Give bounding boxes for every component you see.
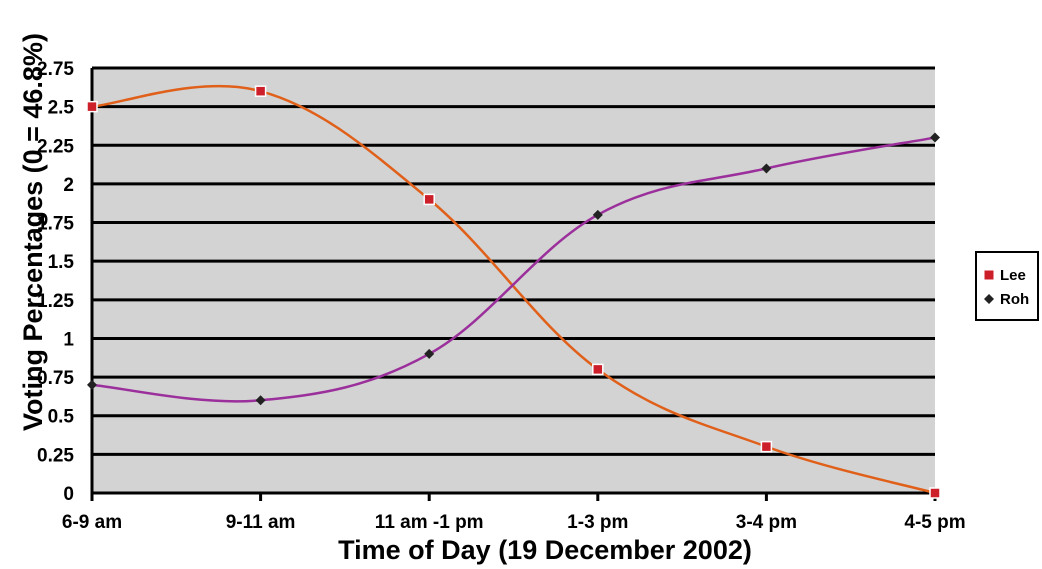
data-point-lee	[592, 363, 604, 376]
legend-marker-lee	[983, 269, 995, 281]
x-axis-title: Time of Day (19 December 2002)	[338, 535, 752, 565]
data-point-lee	[86, 100, 98, 113]
x-tick-label: 11 am -1 pm	[375, 512, 484, 533]
series-line-roh	[91, 136, 936, 403]
data-point-roh	[255, 395, 266, 406]
data-point-lee	[254, 85, 267, 97]
data-point-roh	[592, 209, 603, 220]
y-tick-label: 2	[63, 175, 74, 196]
y-axis-title: Voting Percentages (0 = 46.8%)	[18, 33, 48, 431]
y-tick-label: 2.5	[48, 98, 75, 119]
gridlines	[90, 66, 935, 495]
y-tick-label: 1.5	[48, 252, 75, 273]
series-line-lee	[91, 84, 936, 495]
data-point-roh	[424, 348, 435, 359]
y-tick-label: 1	[63, 329, 74, 350]
data-point-lee	[423, 193, 435, 206]
legend-box	[975, 251, 1039, 321]
series-layer	[86, 84, 941, 499]
data-point-roh	[761, 163, 772, 174]
data-point-lee	[760, 440, 773, 453]
data-point-roh	[930, 132, 940, 143]
data-point-lee	[929, 487, 941, 499]
x-tick-label: 3-4 pm	[736, 512, 797, 533]
y-tick-label: 0.5	[48, 407, 75, 428]
y-tick-label: 0.75	[37, 368, 74, 389]
plot-area	[92, 68, 935, 493]
x-tick-label: 4-5 pm	[904, 512, 965, 533]
y-tick-label: 2.25	[37, 136, 74, 157]
y-tick-label: 1.75	[37, 214, 74, 235]
x-tick-label: 9-11 am	[226, 512, 296, 533]
x-axis-ticks: 6-9 am 9-11 am 11 am -1 pm 1-3 pm 3-4 pm 4-5 …	[62, 493, 966, 533]
x-tick-label: 6-9 am	[62, 512, 122, 533]
y-axis-ticks: 0 0.25 0.5 0.75 1 1.25 1.5 1.75 2 2.25 2.5 2.75	[37, 59, 74, 505]
legend-marker-roh	[984, 294, 994, 304]
y-tick-label: 0.25	[37, 445, 74, 466]
y-tick-label: 2.75	[37, 59, 74, 80]
data-point-roh	[87, 379, 97, 390]
y-tick-label: 1.25	[37, 291, 74, 312]
legend-label-lee: Lee	[1000, 267, 1026, 284]
y-tick-label: 0	[63, 484, 74, 505]
x-tick-label: 1-3 pm	[567, 512, 628, 533]
legend: Lee Roh	[975, 251, 1039, 321]
legend-label-roh: Roh	[1000, 291, 1029, 308]
